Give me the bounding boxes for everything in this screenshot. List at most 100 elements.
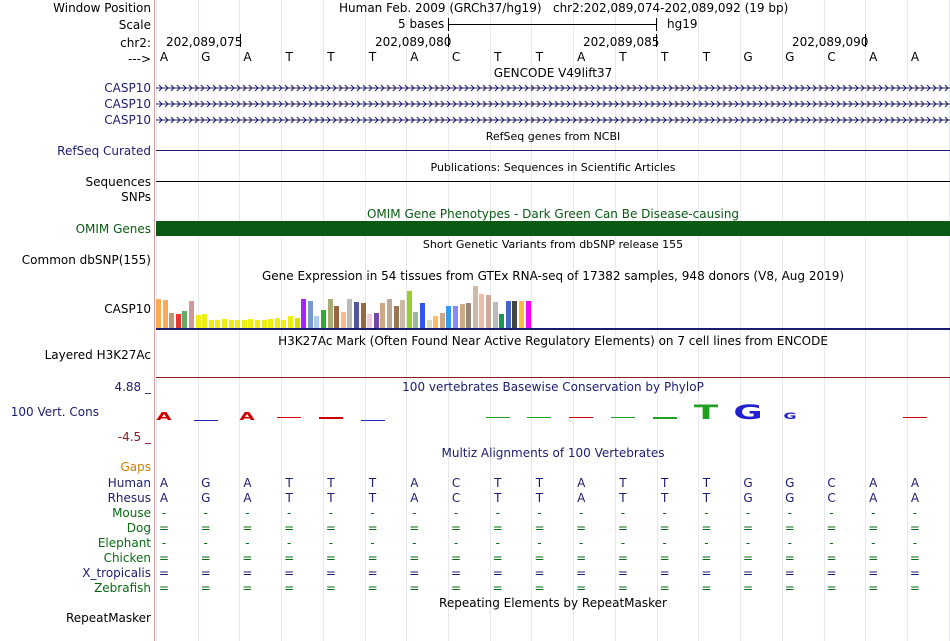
species-label[interactable]: Chicken bbox=[103, 551, 151, 565]
gtex-tissue-bar[interactable] bbox=[492, 302, 498, 328]
gtex-tissue-bar[interactable] bbox=[393, 306, 399, 328]
alignment-base: = bbox=[659, 521, 670, 535]
gtex-tissue-bar[interactable] bbox=[354, 302, 359, 328]
gtex-tissue-bar[interactable] bbox=[321, 310, 326, 328]
gencode-transcript-3[interactable] bbox=[156, 113, 950, 127]
alignment-base: = bbox=[659, 566, 670, 580]
gtex-tissue-bar[interactable] bbox=[519, 301, 524, 328]
gtex-tissue-bar[interactable] bbox=[499, 314, 505, 328]
gtex-tissue-bar[interactable] bbox=[307, 301, 313, 328]
sequences-label[interactable]: Sequences bbox=[85, 175, 151, 189]
gtex-tissue-bar[interactable] bbox=[472, 286, 478, 328]
strand-arrow bbox=[782, 116, 787, 124]
repeatmasker-title[interactable]: Repeating Elements by RepeatMasker bbox=[439, 596, 667, 610]
gtex-tissue-bar[interactable] bbox=[446, 306, 452, 328]
gtex-tissue-bar[interactable] bbox=[400, 300, 406, 328]
strand-arrow bbox=[236, 116, 241, 124]
gtex-tissue-bar[interactable] bbox=[255, 320, 260, 328]
gtex-tissue-bar[interactable] bbox=[433, 316, 439, 328]
gtex-tissue-bar[interactable] bbox=[189, 301, 194, 328]
gencode-title[interactable]: GENCODE V49lift37 bbox=[493, 66, 613, 80]
gtex-tissue-bar[interactable] bbox=[314, 316, 320, 328]
gtex-tissue-bar[interactable] bbox=[334, 306, 340, 328]
gtex-tissue-bar[interactable] bbox=[274, 318, 280, 328]
gene-label-casp10-2[interactable]: CASP10 bbox=[104, 97, 151, 111]
species-label[interactable]: Zebrafish bbox=[94, 581, 151, 595]
gtex-tissue-bar[interactable] bbox=[241, 320, 247, 328]
multiz-title[interactable]: Multiz Alignments of 100 Vertebrates bbox=[441, 446, 665, 460]
gtex-tissue-bar[interactable] bbox=[406, 291, 412, 328]
refseq-label[interactable]: RefSeq Curated bbox=[57, 144, 151, 158]
gtex-tissue-bar[interactable] bbox=[486, 295, 491, 328]
gtex-tissue-bar[interactable] bbox=[235, 320, 241, 328]
gtex-tissue-bar[interactable] bbox=[340, 312, 346, 328]
gtex-tissue-bar[interactable] bbox=[182, 311, 188, 328]
gtex-tissue-bar[interactable] bbox=[281, 320, 287, 328]
gencode-transcript-1[interactable] bbox=[156, 81, 950, 95]
species-label[interactable]: Human bbox=[107, 476, 151, 490]
gtex-tissue-bar[interactable] bbox=[453, 306, 458, 328]
gtex-tissue-bar[interactable] bbox=[208, 320, 214, 328]
alignment-base: = bbox=[451, 566, 462, 580]
gtex-tissue-bar[interactable] bbox=[162, 300, 168, 328]
gtex-tissue-bar[interactable] bbox=[439, 313, 445, 328]
omim-label[interactable]: OMIM Genes bbox=[75, 222, 151, 236]
gtex-tissue-bar[interactable] bbox=[360, 303, 366, 328]
species-label[interactable]: Mouse bbox=[112, 506, 151, 520]
repeatmasker-label[interactable]: RepeatMasker bbox=[65, 611, 151, 625]
refseq-line[interactable] bbox=[156, 150, 950, 151]
gtex-tissue-bar[interactable] bbox=[459, 304, 465, 328]
gtex-title[interactable]: Gene Expression in 54 tissues from GTEx … bbox=[261, 269, 845, 283]
gencode-transcript-2[interactable] bbox=[156, 97, 950, 111]
gtex-tissue-bar[interactable] bbox=[169, 313, 175, 328]
gene-label-casp10-1[interactable]: CASP10 bbox=[104, 81, 151, 95]
gtex-tissue-bar[interactable] bbox=[512, 301, 518, 328]
publications-line[interactable] bbox=[156, 181, 950, 182]
h3k27ac-title[interactable]: H3K27Ac Mark (Often Found Near Active Re… bbox=[278, 334, 828, 348]
gtex-tissue-bar[interactable] bbox=[347, 299, 353, 328]
gtex-tissue-bar[interactable] bbox=[505, 301, 511, 328]
dbsnp-title[interactable]: Short Genetic Variants from dbSNP releas… bbox=[422, 238, 684, 251]
species-label[interactable]: X_tropicalis bbox=[82, 566, 151, 580]
dbsnp-label[interactable]: Common dbSNP(155) bbox=[21, 253, 151, 267]
species-label[interactable]: Dog bbox=[126, 521, 151, 535]
gtex-casp10-label[interactable]: CASP10 bbox=[104, 302, 151, 316]
gtex-tissue-bar[interactable] bbox=[367, 314, 373, 328]
gtex-tissue-bar[interactable] bbox=[301, 299, 307, 328]
gtex-tissue-bar[interactable] bbox=[479, 294, 485, 328]
gtex-tissue-bar[interactable] bbox=[380, 303, 386, 328]
gtex-tissue-bar[interactable] bbox=[420, 303, 425, 328]
cons-title[interactable]: 100 vertebrates Basewise Conservation by… bbox=[402, 380, 704, 394]
gtex-tissue-bar[interactable] bbox=[268, 319, 274, 328]
omim-title[interactable]: OMIM Gene Phenotypes - Dark Green Can Be… bbox=[366, 207, 740, 221]
gtex-tissue-bar[interactable] bbox=[222, 319, 227, 328]
gtex-tissue-bar[interactable] bbox=[426, 320, 432, 328]
gtex-tissue-bar[interactable] bbox=[156, 299, 161, 328]
gtex-tissue-bar[interactable] bbox=[202, 314, 208, 328]
cons-label[interactable]: 100 Vert. Cons bbox=[10, 405, 99, 419]
gene-label-casp10-3[interactable]: CASP10 bbox=[104, 113, 151, 127]
gtex-tissue-bar[interactable] bbox=[387, 299, 392, 328]
gtex-tissue-bar[interactable] bbox=[288, 316, 293, 328]
gtex-tissue-bar[interactable] bbox=[413, 312, 419, 328]
gtex-tissue-bar[interactable] bbox=[373, 313, 379, 328]
omim-gene-bar[interactable] bbox=[156, 221, 950, 236]
species-label[interactable]: Elephant bbox=[97, 536, 151, 550]
publications-title[interactable]: Publications: Sequences in Scientific Ar… bbox=[430, 161, 676, 174]
gtex-tissue-bar[interactable] bbox=[248, 319, 254, 328]
gtex-tissue-bar[interactable] bbox=[327, 299, 333, 328]
gtex-tissue-bar[interactable] bbox=[175, 314, 181, 328]
h3k27ac-label[interactable]: Layered H3K27Ac bbox=[44, 348, 151, 362]
gtex-tissue-bar[interactable] bbox=[525, 301, 531, 328]
species-label[interactable]: Rhesus bbox=[107, 491, 151, 505]
snps-label[interactable]: SNPs bbox=[121, 190, 151, 204]
gtex-tissue-bar[interactable] bbox=[261, 320, 267, 328]
strand-arrow bbox=[350, 84, 355, 92]
gtex-tissue-bar[interactable] bbox=[195, 315, 201, 328]
gtex-tissue-bar[interactable] bbox=[215, 320, 221, 328]
gtex-tissue-bar[interactable] bbox=[228, 320, 234, 328]
gtex-bar-chart[interactable] bbox=[156, 284, 576, 328]
refseq-title[interactable]: RefSeq genes from NCBI bbox=[485, 130, 621, 143]
gtex-tissue-bar[interactable] bbox=[466, 303, 472, 328]
gtex-tissue-bar[interactable] bbox=[294, 318, 300, 328]
